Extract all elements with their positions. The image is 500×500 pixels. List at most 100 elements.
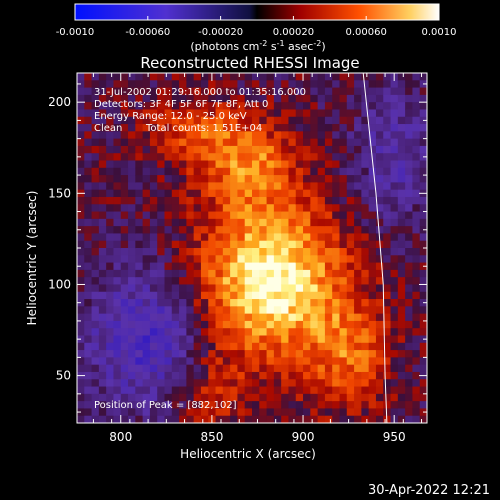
- heatmap-cell: [375, 291, 384, 300]
- heatmap-cell: [77, 313, 85, 322]
- heatmap-cell: [405, 160, 414, 169]
- heatmap-cell: [128, 196, 136, 205]
- heatmap-cell: [91, 189, 100, 198]
- heatmap-cell: [98, 364, 107, 373]
- heatmap-cell: [128, 277, 136, 286]
- heatmap-cell: [266, 124, 275, 132]
- heatmap-cell: [113, 153, 122, 162]
- heatmap-cell: [346, 364, 355, 373]
- heatmap-cell: [98, 269, 107, 278]
- heatmap-cell: [375, 131, 384, 140]
- heatmap-cell: [383, 277, 392, 286]
- heatmap-cell: [208, 189, 217, 198]
- heatmap-cell: [288, 204, 297, 213]
- heatmap-cell: [106, 218, 115, 227]
- heatmap-cell: [303, 284, 311, 293]
- heatmap-cell: [98, 408, 107, 417]
- heatmap-cell: [128, 364, 136, 373]
- heatmap-cell: [142, 386, 151, 395]
- heatmap-cell: [266, 248, 275, 256]
- heatmap-cell: [222, 145, 231, 154]
- heatmap-cell: [186, 401, 195, 410]
- heatmap-cell: [208, 211, 217, 220]
- heatmap-cell: [259, 255, 268, 264]
- heatmap-cell: [252, 277, 260, 286]
- heatmap-cell: [244, 408, 253, 417]
- heatmap-cell: [98, 306, 107, 315]
- heatmap-cell: [303, 131, 311, 140]
- heatmap-cell: [303, 401, 311, 410]
- heatmap-cell: [383, 109, 392, 118]
- heatmap-cell: [193, 313, 202, 322]
- heatmap-cell: [200, 160, 209, 169]
- heatmap-cell: [164, 415, 173, 423]
- heatmap-cell: [237, 371, 246, 380]
- heatmap-cell: [332, 248, 341, 256]
- heatmap-cell: [368, 124, 377, 132]
- heatmap-cell: [244, 189, 253, 198]
- heatmap-cell: [193, 189, 202, 198]
- heatmap-cell: [120, 371, 129, 380]
- heatmap-cell: [91, 335, 100, 344]
- heatmap-cell: [113, 364, 122, 373]
- heatmap-cell: [208, 116, 217, 125]
- heatmap-cell: [193, 109, 202, 118]
- heatmap-cell: [383, 145, 392, 154]
- heatmap-cell: [354, 80, 362, 89]
- heatmap-cell: [361, 269, 370, 278]
- heatmap-cell: [346, 153, 355, 162]
- heatmap-cell: [317, 335, 326, 344]
- heatmap-cell: [252, 138, 260, 147]
- heatmap-cell: [397, 320, 406, 329]
- heatmap-cell: [252, 408, 260, 417]
- heatmap-cell: [310, 335, 319, 344]
- heatmap-cell: [157, 138, 166, 147]
- heatmap-cell: [288, 262, 297, 271]
- heatmap-cell: [405, 196, 414, 205]
- heatmap-cell: [368, 94, 377, 103]
- heatmap-cell: [339, 357, 348, 366]
- colorbar-tick-label: 0.00020: [273, 27, 314, 38]
- heatmap-cell: [179, 218, 187, 227]
- heatmap-cell: [266, 87, 275, 96]
- heatmap-cell: [397, 284, 406, 293]
- heatmap-cell: [383, 306, 392, 315]
- heatmap-cell: [332, 182, 341, 191]
- heatmap-cell: [106, 153, 115, 162]
- heatmap-cell: [142, 335, 151, 344]
- heatmap-cell: [405, 320, 414, 329]
- heatmap-cell: [179, 284, 187, 293]
- heatmap-cell: [361, 408, 370, 417]
- heatmap-cell: [171, 284, 180, 293]
- heatmap-cell: [405, 189, 414, 198]
- heatmap-cell: [397, 248, 406, 256]
- heatmap-cell: [244, 335, 253, 344]
- heatmap-cell: [310, 87, 319, 96]
- heatmap-cell: [230, 299, 239, 307]
- heatmap-cell: [295, 160, 304, 169]
- heatmap-cell: [339, 328, 348, 337]
- heatmap-cell: [259, 196, 268, 205]
- heatmap-cell: [106, 379, 115, 388]
- heatmap-cell: [200, 218, 209, 227]
- heatmap-cell: [179, 393, 187, 402]
- heatmap-cell: [266, 342, 275, 351]
- heatmap-cell: [368, 211, 377, 220]
- heatmap-cell: [128, 80, 136, 89]
- heatmap-cell: [397, 393, 406, 402]
- heatmap-cell: [106, 320, 115, 329]
- heatmap-cell: [390, 306, 399, 315]
- heatmap-cell: [193, 342, 202, 351]
- heatmap-cell: [106, 131, 115, 140]
- heatmap-cell: [281, 175, 290, 183]
- heatmap-cell: [375, 357, 384, 366]
- heatmap-cell: [412, 313, 421, 322]
- heatmap-cell: [339, 313, 348, 322]
- heatmap-cell: [354, 145, 362, 154]
- heatmap-cell: [200, 342, 209, 351]
- heatmap-cell: [332, 211, 341, 220]
- heatmap-cell: [346, 357, 355, 366]
- heatmap-cell: [354, 189, 362, 198]
- heatmap-cell: [412, 196, 421, 205]
- heatmap-cell: [419, 248, 427, 256]
